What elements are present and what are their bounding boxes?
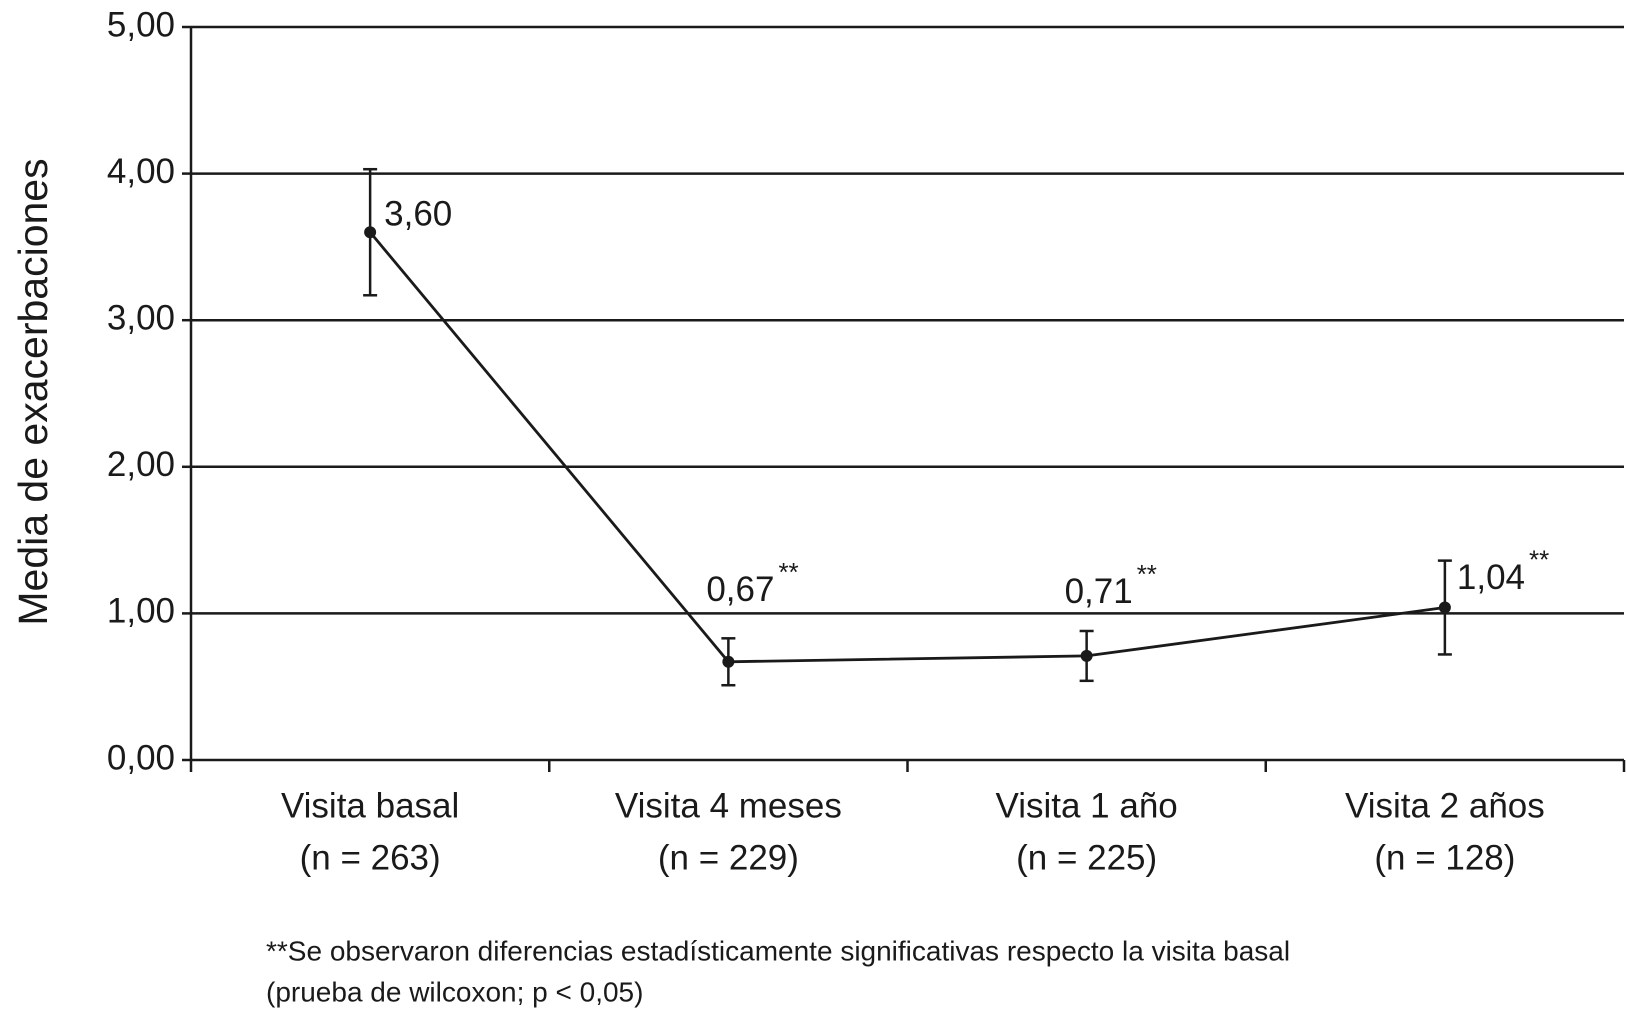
significance-marker: ** bbox=[1529, 545, 1549, 575]
x-tick-label: Visita basal bbox=[281, 786, 459, 825]
footnote: **Se observaron diferencias estadísticam… bbox=[266, 935, 1290, 966]
x-tick-label: Visita 1 año bbox=[995, 786, 1177, 825]
data-point bbox=[1080, 649, 1093, 662]
footnote: (prueba de wilcoxon; p < 0,05) bbox=[266, 976, 643, 1007]
y-tick-label: 2,00 bbox=[107, 445, 175, 484]
value-label: 3,60 bbox=[384, 194, 452, 233]
x-tick-label: (n = 225) bbox=[1016, 838, 1157, 877]
data-point bbox=[722, 655, 735, 668]
value-label: 1,04 bbox=[1457, 558, 1525, 597]
y-tick-label: 0,00 bbox=[107, 738, 175, 777]
x-tick-label: (n = 263) bbox=[300, 838, 441, 877]
significance-marker: ** bbox=[1137, 559, 1157, 589]
data-point bbox=[364, 226, 377, 239]
y-axis-label: Media de exacerbaciones bbox=[10, 158, 56, 625]
significance-marker: ** bbox=[778, 557, 798, 587]
x-tick-label: Visita 2 años bbox=[1345, 786, 1545, 825]
y-tick-label: 1,00 bbox=[107, 592, 175, 631]
y-tick-label: 5,00 bbox=[107, 5, 175, 44]
y-tick-label: 3,00 bbox=[107, 298, 175, 337]
value-label: 0,71 bbox=[1065, 572, 1133, 611]
data-point bbox=[1438, 601, 1451, 614]
data-line bbox=[369, 231, 1446, 664]
x-tick-label: (n = 128) bbox=[1374, 838, 1515, 877]
y-tick-label: 4,00 bbox=[107, 152, 175, 191]
x-tick-label: Visita 4 meses bbox=[615, 786, 842, 825]
value-label: 0,67 bbox=[706, 570, 774, 609]
x-tick-label: (n = 229) bbox=[658, 838, 799, 877]
